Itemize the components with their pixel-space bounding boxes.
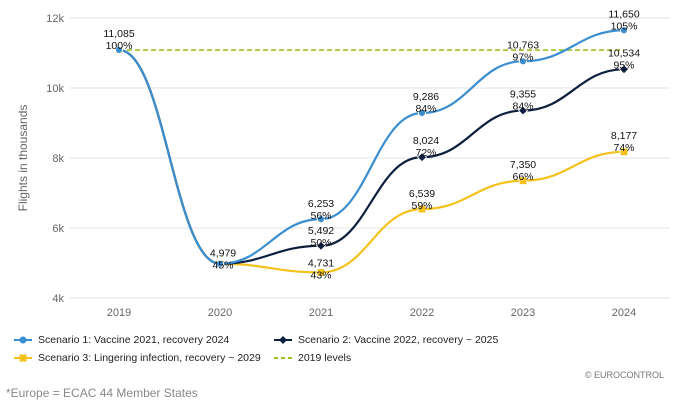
dashed-line-icon [274,357,292,359]
data-label-percent: 95% [613,59,634,71]
x-tick-label: 2020 [208,307,232,319]
data-label-value: 8,177 [611,130,637,142]
footnote: *Europe = ECAC 44 Member States [6,386,198,400]
square-marker-icon [14,354,32,362]
circle-marker-icon [14,336,32,344]
legend-label: Scenario 1: Vaccine 2021, recovery 2024 [38,334,230,346]
data-label-value: 8,024 [413,135,439,147]
data-label-percent: 84% [415,103,436,115]
data-point-s1-2019 [114,45,124,55]
data-label-value: 11,085 [103,28,134,40]
data-label-value: 6,253 [308,198,334,210]
data-label-percent: 100% [106,40,133,52]
data-label-percent: 56% [310,210,331,222]
legend-item-scenario-3[interactable]: Scenario 3: Lingering infection, recover… [14,352,274,364]
data-label-percent: 84% [512,101,533,113]
data-label-percent: 59% [411,200,432,212]
data-label-value: 9,355 [510,89,536,101]
data-label-value: 4,731 [308,257,334,269]
data-label-value: 10,534 [608,47,640,59]
data-label-percent: 45% [212,260,233,272]
y-tick-label: 4k [52,293,64,305]
data-label-percent: 66% [512,171,533,183]
legend-label: Scenario 3: Lingering infection, recover… [38,352,261,364]
x-tick-label: 2024 [612,307,636,319]
legend-item-2019-levels[interactable]: 2019 levels [274,352,534,364]
data-point-s3-2024 [619,147,629,157]
data-point-s2-2022 [416,152,428,163]
x-tick-label: 2023 [511,307,535,319]
y-tick-label: 12k [46,13,64,25]
y-tick-label: 10k [46,83,64,95]
data-label-percent: 97% [512,51,533,63]
data-label-value: 7,350 [510,159,536,171]
x-axis-ticks: 2019 2020 2021 2022 2023 2024 [107,307,636,319]
data-label-value: 5,492 [308,225,334,237]
x-tick-label: 2019 [107,307,131,319]
legend: Scenario 1: Vaccine 2021, recovery 2024 … [14,331,534,367]
data-point-s1-2024 [619,26,629,35]
data-labels: 6,25356%9,28684%10,76397%11,650105%5,492… [103,8,640,281]
source-credit: © EUROCONTROL [584,370,664,380]
diamond-marker-icon [274,336,292,344]
data-label-value: 11,650 [608,8,639,20]
y-tick-label: 6k [52,223,64,235]
data-point-s3-2021 [316,268,326,277]
data-label-value: 6,539 [409,188,435,200]
data-label-value: 4,979 [210,248,236,260]
data-point-s2-2023 [517,105,529,116]
series-line-scenario-2 [118,48,625,265]
grid-lines [70,17,670,299]
data-label-percent: 105% [611,20,638,32]
data-point-s1-2022 [417,108,427,118]
x-tick-label: 2021 [309,307,333,319]
data-point-s2-2021 [315,240,327,251]
data-point-s1-2021 [316,215,326,224]
data-point-s3-2022 [417,204,427,214]
series-group [113,26,630,277]
y-axis-label: Flights in thousands [16,105,30,212]
legend-label: 2019 levels [298,352,352,364]
data-point-s2-2024 [618,64,630,75]
legend-item-scenario-2[interactable]: Scenario 2: Vaccine 2022, recovery ~ 202… [274,334,534,346]
x-tick-label: 2022 [410,307,434,319]
data-point-s1-2023 [518,57,528,66]
data-label-percent: 43% [310,269,331,281]
line-chart: 4k 6k 8k 10k 12k 2019 2020 2021 2022 2023 2024 Fl… [16,8,670,319]
data-label-percent: 50% [310,237,331,249]
y-axis-ticks: 4k 6k 8k 10k 12k [46,13,64,305]
legend-label: Scenario 2: Vaccine 2022, recovery ~ 202… [298,334,499,346]
data-point-s3-2023 [518,176,528,185]
data-point-s1-2020 [215,259,225,268]
data-label-percent: 74% [613,142,634,154]
legend-item-scenario-1[interactable]: Scenario 1: Vaccine 2021, recovery 2024 [14,334,274,346]
data-label-value: 10,763 [507,39,539,51]
y-tick-label: 8k [52,153,64,165]
data-label-percent: 72% [415,147,436,159]
data-label-value: 9,286 [413,91,439,103]
series-line-scenario-1 [118,29,625,265]
